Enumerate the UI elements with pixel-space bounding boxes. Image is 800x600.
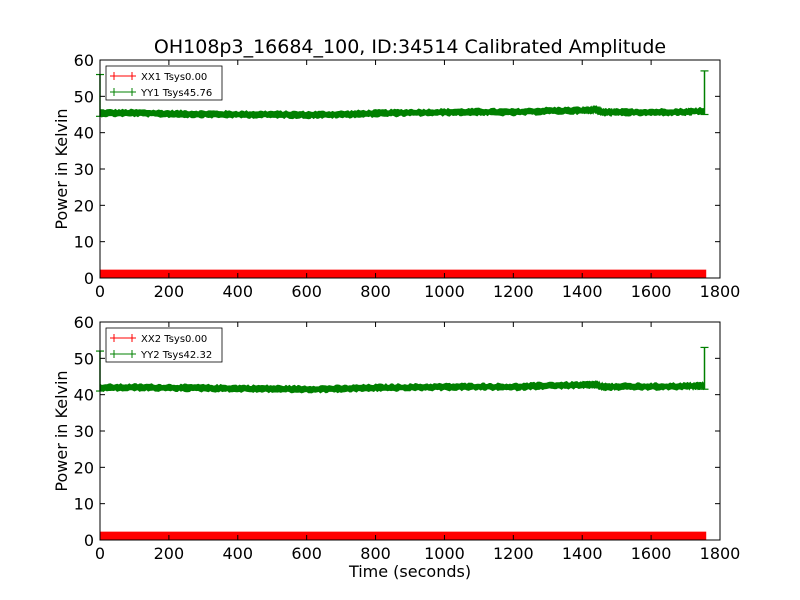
chart-title: OH108p3_16684_100, ID:34514 Calibrated A… xyxy=(154,36,666,58)
x-tick-label: 600 xyxy=(291,544,322,563)
x-tick-label: 800 xyxy=(360,544,391,563)
panel-bottom: 0 200 400 600 800 1000 1200 1400 1600 1800 0 10 20 30… xyxy=(52,313,740,563)
y-tick-label: 40 xyxy=(74,124,94,143)
x-tick-label: 0 xyxy=(95,544,105,563)
x-axis-label: Time (seconds) xyxy=(348,562,471,581)
x-tick-label: 1400 xyxy=(562,282,603,301)
y-tick-label: 60 xyxy=(74,51,94,70)
x-tick-label: 1200 xyxy=(493,282,534,301)
legend-box xyxy=(105,65,223,101)
x-tick-label: 1800 xyxy=(700,544,741,563)
y-tick-label: 20 xyxy=(74,196,94,215)
x-tick-label: 200 xyxy=(154,282,185,301)
y-tick-label: 50 xyxy=(74,87,94,106)
x-tick-label: 1200 xyxy=(493,544,534,563)
x-tick-label: 0 xyxy=(95,282,105,301)
legend-label-2: YY1 Tsys45.76 xyxy=(140,88,212,99)
x-tick-label: 800 xyxy=(360,282,391,301)
x-tick-label: 1800 xyxy=(700,282,741,301)
y-axis-label: Power in Kelvin xyxy=(52,370,71,491)
x-tick-label: 200 xyxy=(154,544,185,563)
y-tick-label: 40 xyxy=(74,386,94,405)
x-tick-label: 600 xyxy=(291,282,322,301)
x-tick-label: 1600 xyxy=(631,544,672,563)
x-tick-label: 400 xyxy=(223,282,254,301)
y-tick-label: 10 xyxy=(74,495,94,514)
x-tick-label: 1600 xyxy=(631,282,672,301)
y-tick-label: 30 xyxy=(74,160,94,179)
panel-top: 0 200 400 600 800 1000 1200 1400 1600 1800 0 10 20 30… xyxy=(52,51,740,301)
y-tick-label: 50 xyxy=(74,349,94,368)
series-band-1 xyxy=(100,531,707,540)
x-tick-label: 400 xyxy=(223,544,254,563)
y-tick-label: 60 xyxy=(74,313,94,332)
legend-label-1: XX1 Tsys0.00 xyxy=(141,72,207,83)
legend-label-1: XX2 Tsys0.00 xyxy=(141,334,207,345)
x-tick-label: 1000 xyxy=(424,282,465,301)
y-tick-label: 0 xyxy=(84,531,94,550)
y-tick-label: 30 xyxy=(74,422,94,441)
legend-label-2: YY2 Tsys42.32 xyxy=(140,350,212,361)
y-axis-label: Power in Kelvin xyxy=(52,108,71,229)
y-tick-label: 0 xyxy=(84,269,94,288)
x-tick-label: 1000 xyxy=(424,544,465,563)
series-band-1 xyxy=(100,269,707,278)
y-tick-label: 10 xyxy=(74,233,94,252)
y-tick-label: 20 xyxy=(74,458,94,477)
legend-box xyxy=(105,327,223,363)
x-tick-label: 1400 xyxy=(562,544,603,563)
